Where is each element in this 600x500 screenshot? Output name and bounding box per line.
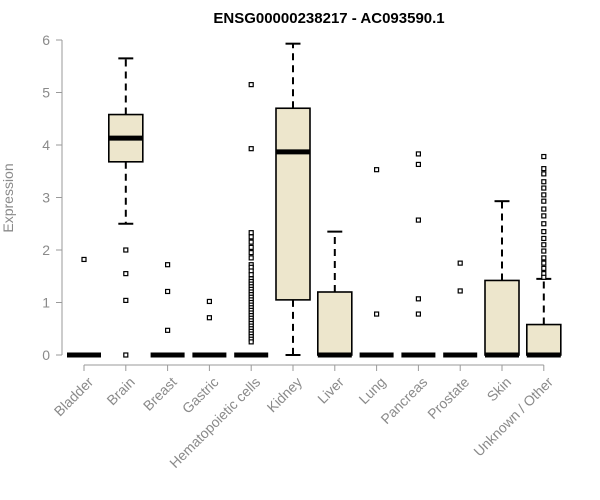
box-group [192,298,227,358]
outlier-point [248,230,254,236]
x-tick-label: Prostate [424,374,472,422]
outlier-point [248,82,254,88]
y-tick-label: 4 [42,137,50,153]
outlier-point [541,179,547,185]
outlier-point [165,262,171,268]
y-tick-label: 0 [42,347,50,363]
outlier-point [374,311,380,317]
outlier-point [541,235,547,242]
x-tick-label: Kidney [264,374,306,416]
outlier-point [541,171,547,177]
outlier-point [415,217,421,223]
y-tick-label: 1 [42,295,50,311]
x-tick-label: Unknown / Other [470,374,556,460]
outlier-point [123,271,129,277]
outlier-point [206,315,212,321]
outlier-point [541,198,547,204]
box-iqr [316,291,353,356]
outlier-point [541,206,547,212]
outlier-point [248,272,254,278]
box-iqr [275,107,311,301]
outlier-point [415,151,421,157]
box-group [401,151,436,358]
y-tick-label: 3 [42,190,50,206]
outlier-point [123,247,129,253]
x-tick-label: Lung [355,374,388,407]
box-group [150,262,185,358]
outlier-point [206,298,212,305]
outlier-point [248,239,254,245]
outlier-point [541,260,547,266]
outlier-point [457,288,463,294]
y-axis-label: Expression [0,163,16,232]
outlier-point [541,265,547,271]
y-axis: 0 1 2 3 4 5 6 [42,32,63,363]
outlier-point [541,229,547,235]
y-tick-label: 2 [42,242,50,258]
outlier-point [248,339,254,345]
x-tick-label: Brain [103,374,137,408]
outlier-point [248,146,254,152]
x-tick-label: Skin [484,374,515,405]
outlier-point [81,256,87,263]
chart-title: ENSG00000238217 - AC093590.1 [213,10,444,27]
outlier-point [415,161,421,168]
y-tick-label: 6 [42,32,50,48]
box-group [67,256,101,358]
outlier-point [165,327,171,333]
box-iqr [484,279,520,356]
box-group [234,82,269,358]
outlier-point [415,296,421,302]
outlier-point [374,167,380,173]
outlier-point [541,185,547,191]
box-group [108,57,144,358]
outlier-point [123,297,129,303]
box-group [316,230,353,358]
outlier-point [248,234,254,240]
outlier-point [165,288,171,295]
outlier-point [415,311,421,317]
outlier-point [541,153,547,160]
outlier-point [248,250,254,256]
outlier-point [541,166,547,172]
outlier-point [541,213,547,219]
outlier-point [457,260,463,266]
box-iqr [525,323,562,356]
box-group [359,167,394,358]
box-group [484,200,520,358]
outlier-point [541,248,547,254]
outlier-point [541,192,547,198]
boxes-layer [67,42,562,358]
box-group [525,153,562,358]
outlier-point [248,255,254,261]
x-tick-label: Liver [314,374,347,407]
outlier-point [541,274,547,280]
y-tick-label: 5 [42,85,50,101]
outlier-point [541,242,547,248]
outlier-point [541,221,547,227]
box-group [443,260,478,358]
outlier-point [541,255,547,261]
box-group [275,42,311,356]
x-tick-label: Breast [140,374,180,414]
outlier-point [123,352,129,358]
outlier-point [248,244,254,250]
x-tick-label: Bladder [51,374,97,420]
